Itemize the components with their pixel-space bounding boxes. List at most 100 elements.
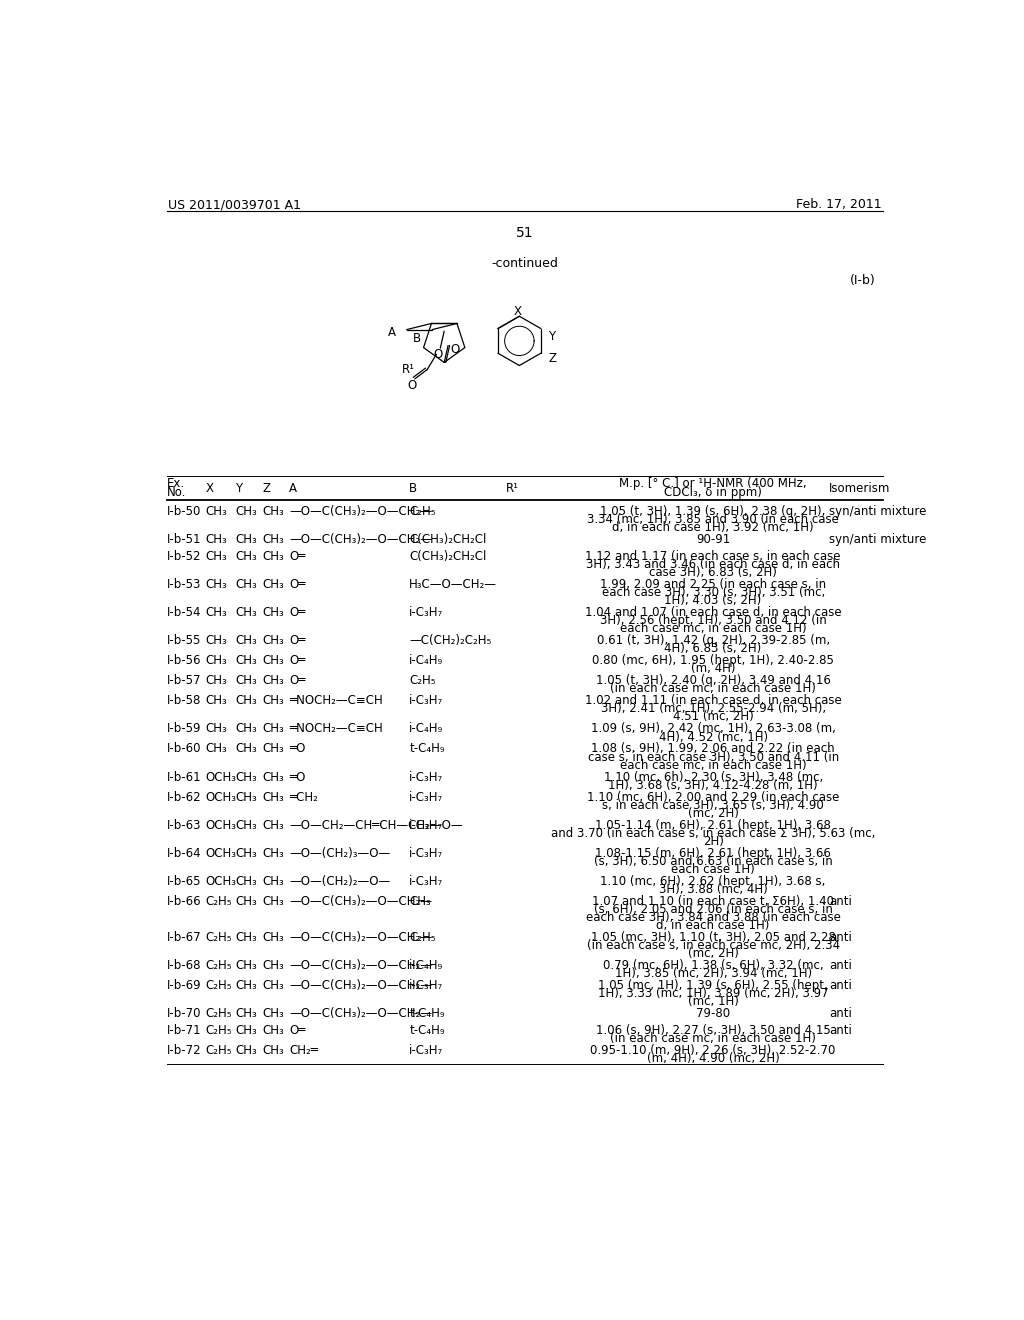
- Text: CH₃: CH₃: [234, 895, 257, 908]
- Text: O═: O═: [289, 655, 305, 668]
- Text: 1.06 (s, 9H), 2.27 (s, 3H), 3.50 and 4.15: 1.06 (s, 9H), 2.27 (s, 3H), 3.50 and 4.1…: [596, 1024, 830, 1038]
- Text: 90-91: 90-91: [696, 533, 730, 546]
- Text: ═NOCH₂—C≡CH: ═NOCH₂—C≡CH: [289, 694, 383, 708]
- Text: CH₃: CH₃: [263, 635, 285, 647]
- Text: C₂H₅: C₂H₅: [206, 1044, 232, 1057]
- Text: I-b-52: I-b-52: [167, 550, 202, 562]
- Text: CH₃: CH₃: [234, 979, 257, 993]
- Text: CH₃: CH₃: [206, 742, 227, 755]
- Text: I-b-64: I-b-64: [167, 847, 202, 859]
- Text: 1.08-1.15 (m, 6H), 2.61 (hept, 1H), 3.66: 1.08-1.15 (m, 6H), 2.61 (hept, 1H), 3.66: [595, 847, 831, 859]
- Text: CH₃: CH₃: [263, 506, 285, 517]
- Text: Z: Z: [263, 482, 271, 495]
- Text: —O—C(CH₃)₂—O—CH₂—: —O—C(CH₃)₂—O—CH₂—: [289, 979, 432, 993]
- Text: CH₃: CH₃: [234, 742, 257, 755]
- Text: CH₃: CH₃: [206, 578, 227, 591]
- Text: CH₃: CH₃: [263, 1007, 285, 1020]
- Text: I-b-62: I-b-62: [167, 791, 202, 804]
- Text: i-C₃H₇: i-C₃H₇: [410, 847, 443, 859]
- Text: 0.95-1.10 (m, 9H), 2.26 (s, 3H), 2.52-2.70: 0.95-1.10 (m, 9H), 2.26 (s, 3H), 2.52-2.…: [591, 1044, 836, 1057]
- Text: CH₃: CH₃: [263, 818, 285, 832]
- Text: CH₃: CH₃: [263, 655, 285, 668]
- Text: Isomerism: Isomerism: [829, 482, 891, 495]
- Text: each case mc, in each case 1H): each case mc, in each case 1H): [620, 759, 807, 772]
- Text: I-b-56: I-b-56: [167, 655, 202, 668]
- Text: C(CH₃)₂CH₂Cl: C(CH₃)₂CH₂Cl: [410, 533, 486, 546]
- Text: t-C₄H₉: t-C₄H₉: [410, 1024, 445, 1038]
- Text: CDCl₃, δ in ppm): CDCl₃, δ in ppm): [665, 486, 762, 499]
- Text: 79-80: 79-80: [696, 1007, 730, 1020]
- Text: I-b-53: I-b-53: [167, 578, 201, 591]
- Text: O: O: [451, 343, 460, 356]
- Text: I-b-50: I-b-50: [167, 506, 201, 517]
- Text: CH₃: CH₃: [206, 606, 227, 619]
- Text: 1.10 (mc, 6H), 2.00 and 2.29 (in each case: 1.10 (mc, 6H), 2.00 and 2.29 (in each ca…: [587, 791, 840, 804]
- Text: (s, 3H), 6.50 and 6.63 (in each case s, in: (s, 3H), 6.50 and 6.63 (in each case s, …: [594, 855, 833, 867]
- Text: I-b-63: I-b-63: [167, 818, 202, 832]
- Text: 1H), 3.33 (mc, 1H), 3.89 (mc, 2H), 3.97: 1H), 3.33 (mc, 1H), 3.89 (mc, 2H), 3.97: [598, 987, 828, 1001]
- Text: No.: No.: [167, 486, 186, 499]
- Text: CH₃: CH₃: [234, 875, 257, 888]
- Text: OCH₃: OCH₃: [206, 791, 237, 804]
- Text: 1.10 (mc, 6h), 2.30 (s, 3H), 3.48 (mc,: 1.10 (mc, 6h), 2.30 (s, 3H), 3.48 (mc,: [603, 771, 822, 784]
- Text: (s, 6H), 2.05 and 2.06 (in each case s, in: (s, 6H), 2.05 and 2.06 (in each case s, …: [594, 903, 833, 916]
- Text: 1.02 and 1.11 (in each case d, in each case: 1.02 and 1.11 (in each case d, in each c…: [585, 694, 842, 708]
- Text: CH₃: CH₃: [234, 635, 257, 647]
- Text: CH₂═: CH₂═: [289, 1044, 318, 1057]
- Text: 1.05 (t, 3H), 2.40 (q, 2H), 3.49 and 4.16: 1.05 (t, 3H), 2.40 (q, 2H), 3.49 and 4.1…: [596, 675, 830, 688]
- Text: anti: anti: [829, 1024, 852, 1038]
- Text: 1.12 and 1.17 (in each case s, in each case: 1.12 and 1.17 (in each case s, in each c…: [586, 550, 841, 562]
- Text: 1.08 (s, 9H), 1.99, 2.06 and 2.22 (in each: 1.08 (s, 9H), 1.99, 2.06 and 2.22 (in ea…: [591, 742, 835, 755]
- Text: CH₃: CH₃: [234, 1024, 257, 1038]
- Text: syn/anti mixture: syn/anti mixture: [829, 506, 927, 517]
- Text: CH₃: CH₃: [206, 506, 227, 517]
- Text: H₃C—O—CH₂—: H₃C—O—CH₂—: [410, 578, 498, 591]
- Text: CH₃: CH₃: [263, 791, 285, 804]
- Text: CH₃: CH₃: [206, 533, 227, 546]
- Text: 3H), 2.56 (hept, 1H), 3.50 and 4.12 (in: 3H), 2.56 (hept, 1H), 3.50 and 4.12 (in: [600, 614, 826, 627]
- Text: O═: O═: [289, 578, 305, 591]
- Text: US 2011/0039701 A1: US 2011/0039701 A1: [168, 198, 301, 211]
- Text: i-C₄H₉: i-C₄H₉: [410, 722, 443, 735]
- Text: t-C₄H₉: t-C₄H₉: [410, 1007, 445, 1020]
- Text: CH₃: CH₃: [263, 875, 285, 888]
- Text: ═O: ═O: [289, 742, 305, 755]
- Text: 3H), 3.43 and 3.46 (in each case d, in each: 3H), 3.43 and 3.46 (in each case d, in e…: [586, 558, 840, 572]
- Text: CH₃: CH₃: [206, 550, 227, 562]
- Text: each case 1H): each case 1H): [672, 863, 755, 876]
- Text: O═: O═: [289, 1024, 305, 1038]
- Text: 1H), 4.03 (s, 2H): 1H), 4.03 (s, 2H): [665, 594, 762, 607]
- Text: CH₃: CH₃: [234, 578, 257, 591]
- Text: CH₃: CH₃: [234, 550, 257, 562]
- Text: case 3H), 6.83 (s, 2H): case 3H), 6.83 (s, 2H): [649, 566, 777, 579]
- Text: (mc, 2H): (mc, 2H): [688, 948, 738, 960]
- Text: O: O: [433, 348, 442, 362]
- Text: 1.05 (mc, 1H), 1.39 (s, 6H), 2.55 (hept,: 1.05 (mc, 1H), 1.39 (s, 6H), 2.55 (hept,: [598, 979, 828, 993]
- Text: CH₃: CH₃: [234, 960, 257, 973]
- Text: CH₃: CH₃: [234, 722, 257, 735]
- Text: CH₃: CH₃: [206, 694, 227, 708]
- Text: CH₃: CH₃: [234, 818, 257, 832]
- Text: CH₃: CH₃: [206, 722, 227, 735]
- Text: CH₃: CH₃: [206, 655, 227, 668]
- Text: CH₃: CH₃: [263, 895, 285, 908]
- Text: A: A: [289, 482, 297, 495]
- Text: —O—(CH₂)₂—O—: —O—(CH₂)₂—O—: [289, 875, 390, 888]
- Text: C₂H₅: C₂H₅: [410, 675, 436, 688]
- Text: 1H), 3.68 (s, 3H), 4.12-4.28 (m, 1H): 1H), 3.68 (s, 3H), 4.12-4.28 (m, 1H): [608, 779, 818, 792]
- Text: Y: Y: [548, 330, 555, 343]
- Text: O: O: [407, 379, 416, 392]
- Text: O═: O═: [289, 635, 305, 647]
- Text: I-b-66: I-b-66: [167, 895, 202, 908]
- Text: C₂H₅: C₂H₅: [410, 931, 436, 944]
- Text: i-C₃H₇: i-C₃H₇: [410, 979, 443, 993]
- Text: CH₃: CH₃: [234, 606, 257, 619]
- Text: I-b-55: I-b-55: [167, 635, 201, 647]
- Text: CH₃: CH₃: [263, 1044, 285, 1057]
- Text: 4H), 6.83 (s, 2H): 4H), 6.83 (s, 2H): [665, 643, 762, 655]
- Text: i-C₄H₉: i-C₄H₉: [410, 655, 443, 668]
- Text: CH₃: CH₃: [263, 847, 285, 859]
- Text: I-b-54: I-b-54: [167, 606, 202, 619]
- Text: 4.51 (mc, 2H): 4.51 (mc, 2H): [673, 710, 754, 723]
- Text: O═: O═: [289, 550, 305, 562]
